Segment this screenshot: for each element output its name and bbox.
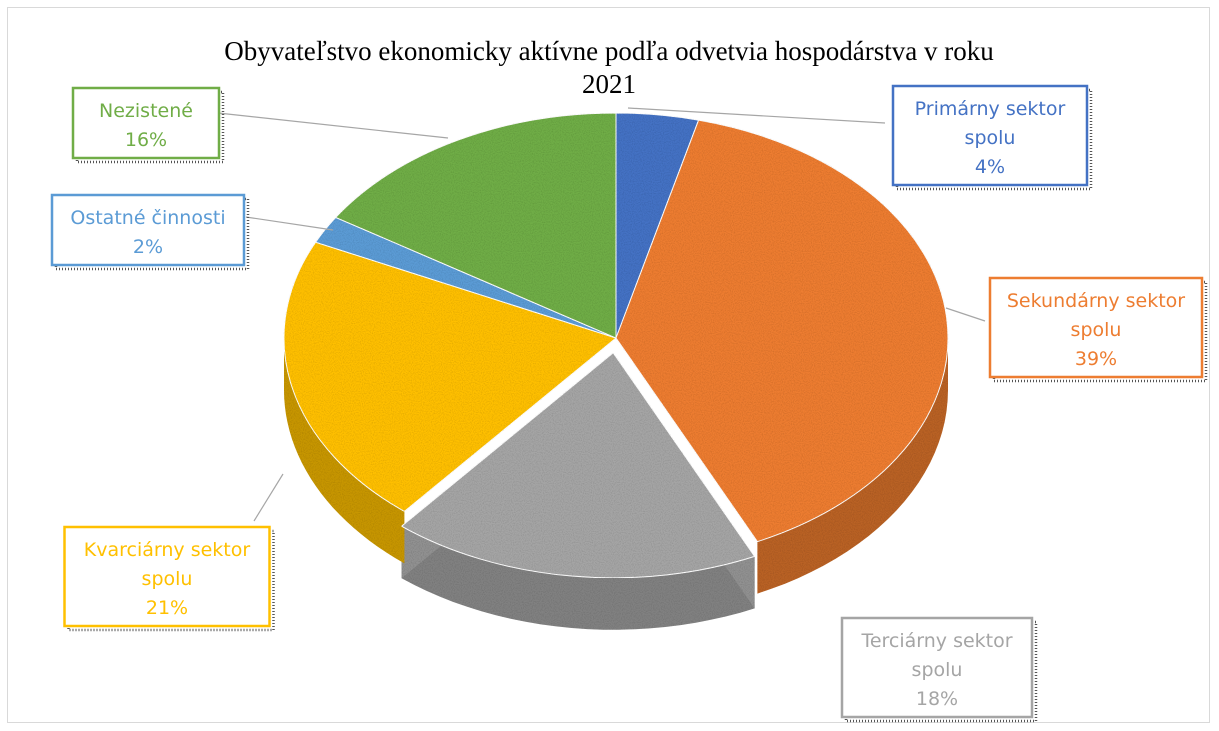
data-label-text-5-0: Nezistené: [99, 100, 193, 122]
data-label-text-2-0: Terciárny sektor: [860, 630, 1012, 652]
data-label-box-4: [50, 193, 246, 267]
chart-title-line-1: Obyvateľstvo ekonomicky aktívne podľa od…: [224, 36, 994, 66]
data-label-percent-3: 21%: [146, 597, 188, 619]
data-label-text-0-1: spolu: [965, 127, 1016, 149]
data-label-text-2-1: spolu: [912, 659, 963, 681]
pie-chart: Obyvateľstvo ekonomicky aktívne podľa od…: [50, 36, 1208, 723]
data-label-text-4-0: Ostatné činnosti: [70, 207, 225, 229]
data-label-text-3-1: spolu: [142, 568, 193, 590]
chart-area: Obyvateľstvo ekonomicky aktívne podľa od…: [7, 7, 1210, 723]
data-label-3: Kvarciárny sektor spolu 21%: [63, 525, 275, 632]
data-label-text-3-0: Kvarciárny sektor: [84, 539, 251, 561]
pie-slice-side-1: [757, 338, 948, 594]
data-label-percent-2: 18%: [916, 688, 958, 710]
leader-lines: [208, 107, 986, 522]
chart-title: Obyvateľstvo ekonomicky aktívne podľa od…: [224, 36, 994, 99]
data-label-4: Ostatné činnosti 2%: [50, 193, 250, 271]
data-label-percent-4: 2%: [133, 236, 163, 258]
chart-title-line-2: 2021: [582, 69, 636, 99]
leader-line-0: [627, 107, 886, 124]
leader-line-5: [208, 111, 449, 139]
data-label-percent-5: 16%: [125, 129, 167, 151]
data-label-box-1: [988, 276, 1204, 379]
data-label-text-1-0: Sekundárny sektor: [1007, 290, 1185, 312]
pie-slice-5: [334, 112, 617, 339]
data-label-text-1-1: spolu: [1071, 319, 1122, 341]
data-labels: Primárny sektor spolu 4% Sekundárny sektor s…: [50, 84, 1208, 723]
data-label-box-0: [891, 84, 1089, 187]
pie-slice-3: [283, 241, 618, 513]
data-label-percent-1: 39%: [1075, 348, 1117, 370]
pie-slice-side-2: [401, 526, 755, 630]
data-label-box-5: [71, 86, 221, 160]
pie-slice-1: [615, 119, 949, 543]
leader-line-4: [245, 216, 334, 231]
pie-top-layer: [283, 112, 949, 579]
pie-slice-side-3: [284, 338, 405, 564]
leader-line-3: [253, 473, 284, 522]
data-label-box-2: [840, 616, 1034, 719]
data-label-5: Nezistené 16%: [71, 86, 225, 164]
data-label-percent-0: 4%: [975, 156, 1005, 178]
data-label-text-0-0: Primárny sektor: [915, 98, 1066, 120]
leader-line-1: [945, 307, 986, 322]
pie-slice-2: [400, 352, 756, 579]
data-label-box-3: [63, 525, 271, 628]
data-label-2: Terciárny sektor spolu 18%: [840, 616, 1038, 723]
data-label-1: Sekundárny sektor spolu 39%: [988, 276, 1208, 383]
data-label-0: Primárny sektor spolu 4%: [891, 84, 1093, 191]
